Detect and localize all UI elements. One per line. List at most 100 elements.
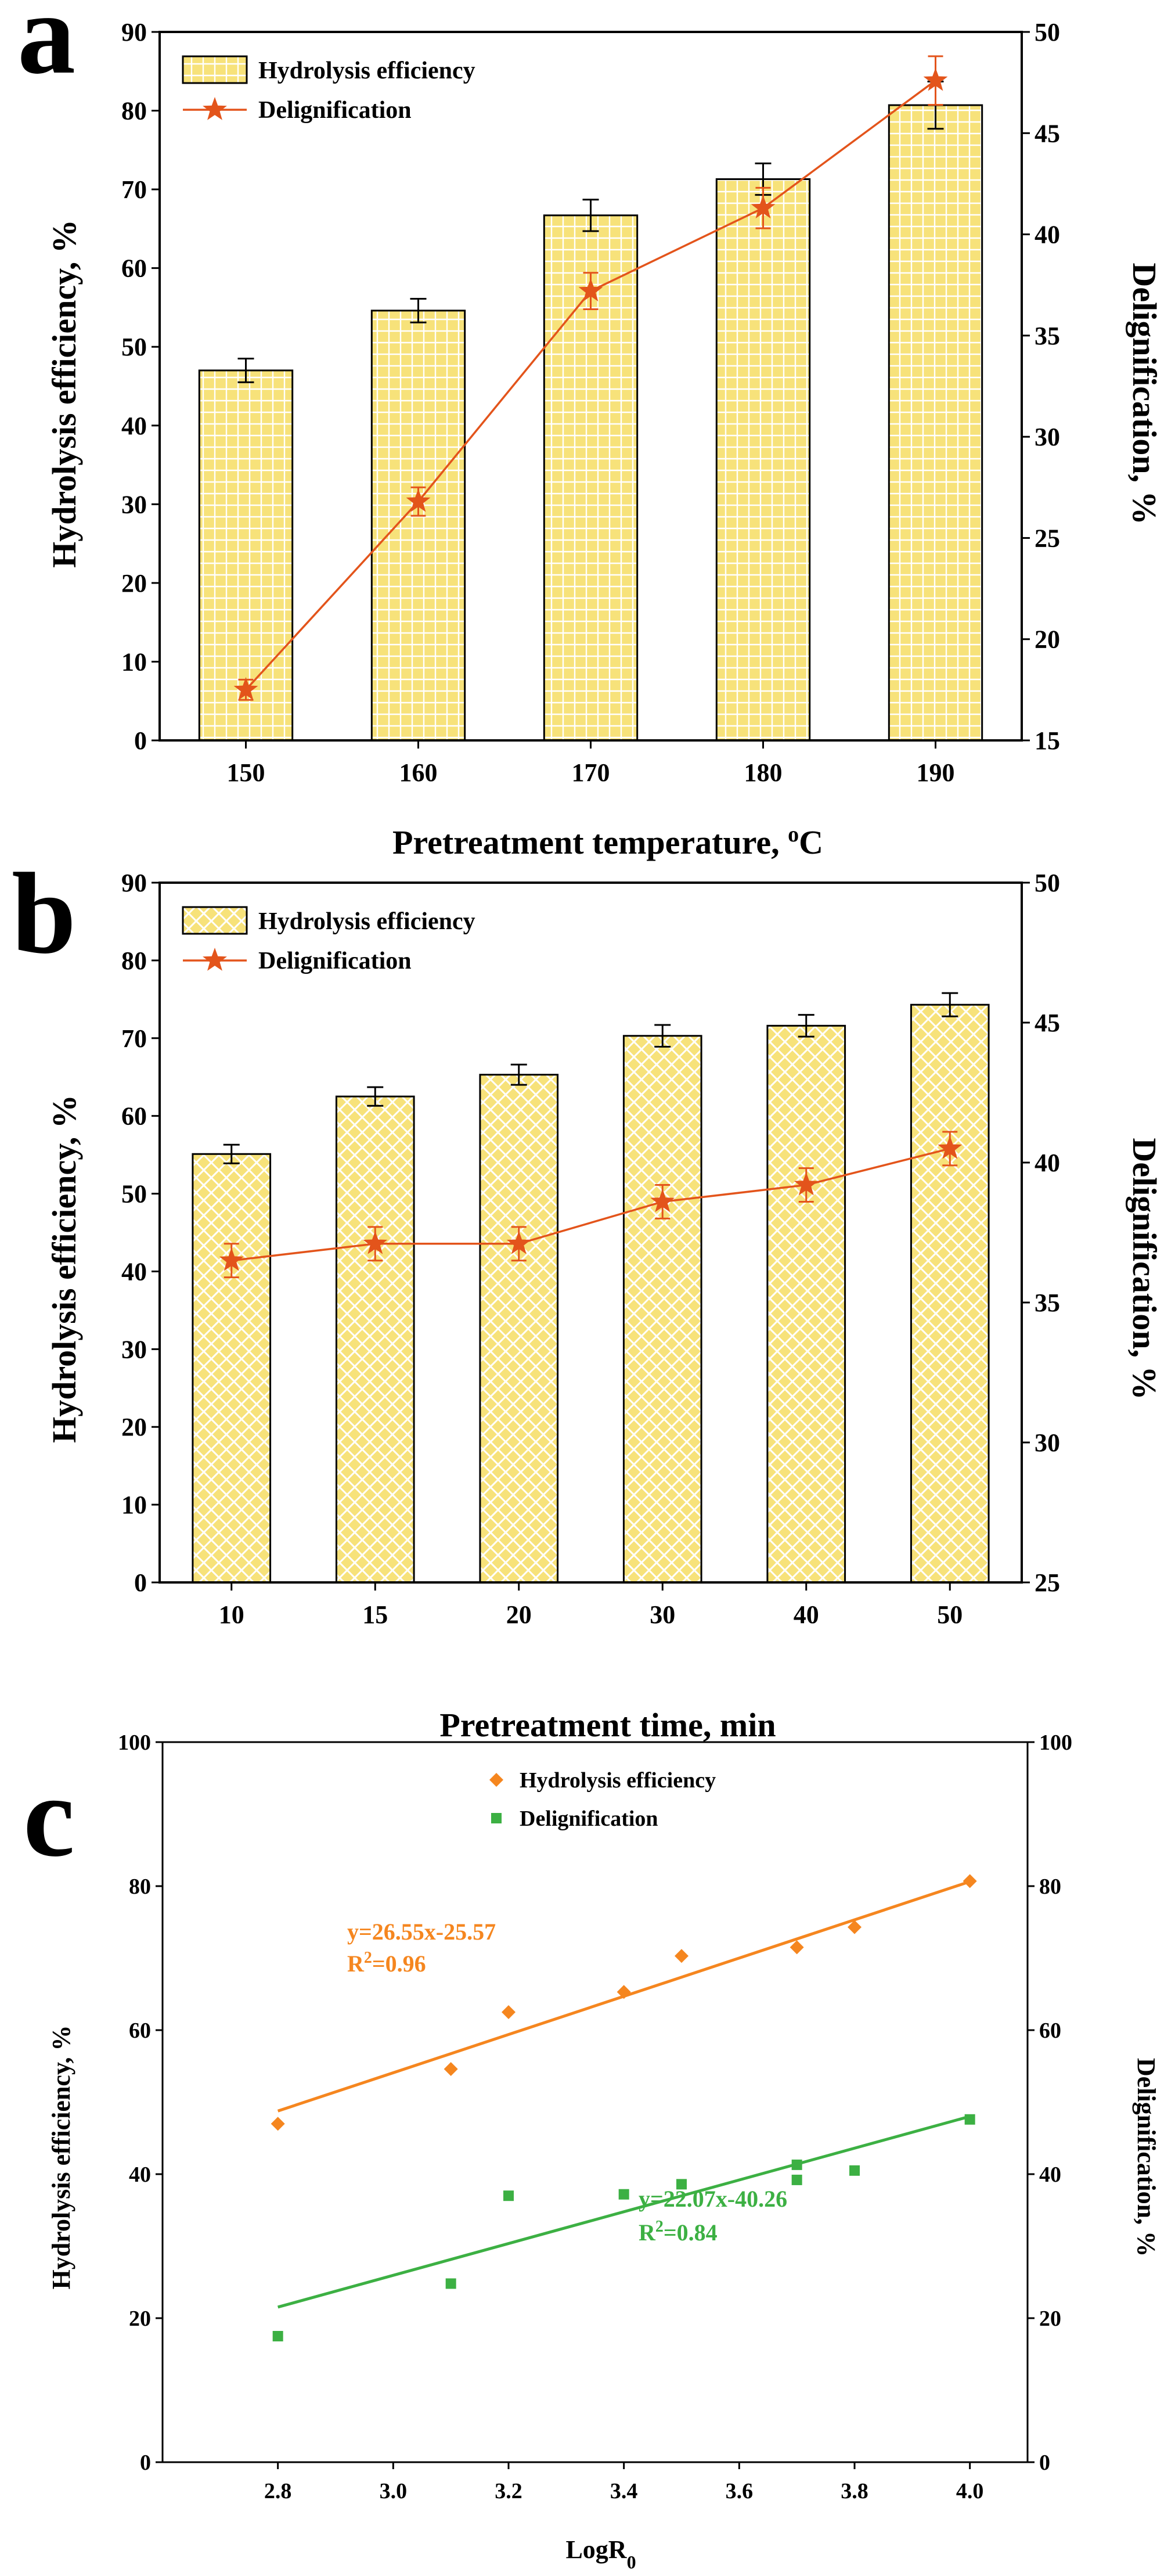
x-tick-label: 2.8 bbox=[264, 2479, 292, 2503]
axes: 0 10 20 30 40 50 60 70 80 90 25 30 35 40 45 50 10 15 20 30 4… bbox=[121, 869, 1060, 1629]
y-tick-label: 90 bbox=[121, 18, 147, 46]
fit-r2-delignification: R2=0.84 bbox=[639, 2218, 718, 2246]
fit-lines bbox=[277, 1880, 971, 2309]
y2-tick-label: 45 bbox=[1035, 119, 1060, 147]
y-tick-label: 30 bbox=[121, 490, 147, 519]
bar-15 bbox=[335, 1095, 415, 1584]
plot-frame bbox=[161, 1741, 1029, 2463]
y2-axis-label: Delignification, % bbox=[1126, 262, 1163, 524]
y2-tick-label: 60 bbox=[1039, 2019, 1061, 2043]
r2-sup: 2 bbox=[364, 1949, 372, 1967]
y-tick-label: 50 bbox=[121, 1180, 147, 1208]
fit-line-delignification bbox=[277, 2115, 971, 2309]
fit-r2-hydrolysis: R2=0.96 bbox=[347, 1949, 426, 1977]
point-delignification bbox=[791, 2174, 802, 2185]
y-tick-label: 0 bbox=[134, 1568, 147, 1597]
point-hydrolysis bbox=[617, 1985, 631, 1999]
legend-label-hydrolysis: Hydrolysis efficiency bbox=[258, 57, 475, 84]
y2-tick-label: 100 bbox=[1039, 1730, 1072, 1755]
fit-equation-hydrolysis: y=26.55x-25.57 bbox=[347, 1919, 496, 1945]
x-axis-label-text: LogR bbox=[565, 2535, 627, 2564]
y2-tick-label: 40 bbox=[1035, 1149, 1060, 1177]
y-tick-label: 60 bbox=[129, 2019, 151, 2043]
x-tick-label: 3.2 bbox=[495, 2479, 522, 2503]
bar-50 bbox=[910, 1003, 990, 1584]
x-tick-label: 170 bbox=[572, 758, 610, 787]
point-delignification bbox=[445, 2278, 456, 2289]
y-tick-label: 90 bbox=[121, 869, 147, 897]
legend-label-delignification: Delignification bbox=[520, 1807, 658, 1831]
point-delignification bbox=[272, 2331, 283, 2341]
y-tick-label: 70 bbox=[121, 175, 147, 204]
star-marker-15 bbox=[363, 1231, 388, 1254]
error-bar-150 bbox=[237, 358, 254, 383]
delignification-line bbox=[231, 1147, 950, 1262]
y-tick-label: 30 bbox=[121, 1335, 147, 1363]
x-tick-label: 180 bbox=[744, 758, 783, 787]
y-tick-label: 70 bbox=[121, 1024, 147, 1053]
y-tick-label: 40 bbox=[121, 1257, 147, 1286]
axes: 0 20 40 60 80 100 0 20 40 60 80 100 2.8 3.0 3.2 3.4 3.6 3… bbox=[118, 1730, 1072, 2503]
x-tick-label: 15 bbox=[362, 1600, 388, 1629]
point-hydrolysis bbox=[963, 1874, 977, 1888]
bar-180 bbox=[715, 178, 811, 742]
point-hydrolysis bbox=[271, 2117, 285, 2131]
legend-swatch-hydrolysis bbox=[182, 906, 248, 935]
y2-tick-label: 25 bbox=[1035, 524, 1060, 552]
x-axis-label-suffix: C bbox=[799, 823, 823, 861]
star-marker-50 bbox=[938, 1135, 963, 1159]
x-tick-label: 30 bbox=[650, 1600, 675, 1629]
y2-tick-label: 25 bbox=[1035, 1568, 1060, 1597]
error-bar-10 bbox=[223, 1143, 240, 1164]
error-bar-30 bbox=[654, 1024, 671, 1048]
y-tick-label: 10 bbox=[121, 647, 147, 676]
axes: 0 10 20 30 40 50 60 70 80 90 15 20 25 30 35 40 45 50 150 16… bbox=[121, 18, 1060, 787]
panel-letter-b: b bbox=[12, 850, 76, 978]
y2-tick-label: 50 bbox=[1035, 869, 1060, 897]
x-axis-label: Pretreatment temperature, oC bbox=[392, 822, 823, 861]
bar-40 bbox=[766, 1024, 846, 1584]
legend-swatch-hydrolysis bbox=[182, 55, 248, 84]
y2-tick-label: 30 bbox=[1035, 1429, 1060, 1457]
x-tick-label: 190 bbox=[917, 758, 955, 787]
y-tick-label: 40 bbox=[129, 2163, 151, 2187]
x-tick-label: 4.0 bbox=[956, 2479, 984, 2503]
bar-20 bbox=[479, 1074, 559, 1584]
panel-letter-c: c bbox=[23, 1753, 75, 1881]
error-bar-15 bbox=[367, 1086, 384, 1107]
error-bar-20 bbox=[510, 1063, 527, 1086]
point-delignification bbox=[964, 2114, 975, 2125]
y2-tick-label: 35 bbox=[1035, 1289, 1060, 1317]
y-tick-label: 50 bbox=[121, 333, 147, 361]
star-marker-180 bbox=[751, 195, 776, 219]
legend-label-delignification: Delignification bbox=[258, 948, 412, 974]
y-tick-label: 0 bbox=[134, 726, 147, 755]
star-marker-160 bbox=[406, 488, 431, 512]
star-marker-30 bbox=[650, 1189, 675, 1213]
x-tick-label: 3.0 bbox=[380, 2479, 408, 2503]
y-tick-label: 40 bbox=[121, 412, 147, 440]
y-tick-label: 80 bbox=[129, 1875, 151, 1899]
y-tick-label: 0 bbox=[140, 2451, 151, 2475]
legend-label-hydrolysis: Hydrolysis efficiency bbox=[520, 1768, 716, 1793]
star-marker-20 bbox=[506, 1231, 531, 1254]
bar-10 bbox=[192, 1153, 272, 1584]
x-tick-label: 3.4 bbox=[610, 2479, 638, 2503]
point-hydrolysis bbox=[790, 1940, 804, 1955]
plot-frame bbox=[158, 882, 1023, 1584]
y-axis-label: Hydrolysis efficiency, % bbox=[45, 220, 83, 568]
star-marker-10 bbox=[219, 1247, 244, 1271]
y-tick-label: 60 bbox=[121, 254, 147, 283]
y2-tick-label: 35 bbox=[1035, 322, 1060, 350]
y-axis-label: Hydrolysis efficiency, % bbox=[45, 1095, 83, 1443]
bar-series bbox=[192, 992, 990, 1584]
legend-marker-delignification bbox=[491, 1813, 502, 1823]
bar-series bbox=[198, 80, 983, 742]
error-bar-50 bbox=[942, 992, 958, 1017]
star-marker-190 bbox=[923, 67, 948, 91]
r2-value: =0.96 bbox=[372, 1951, 426, 1977]
x-tick-label: 20 bbox=[506, 1600, 532, 1629]
bar-190 bbox=[888, 104, 983, 742]
point-hydrolysis bbox=[444, 2061, 458, 2076]
